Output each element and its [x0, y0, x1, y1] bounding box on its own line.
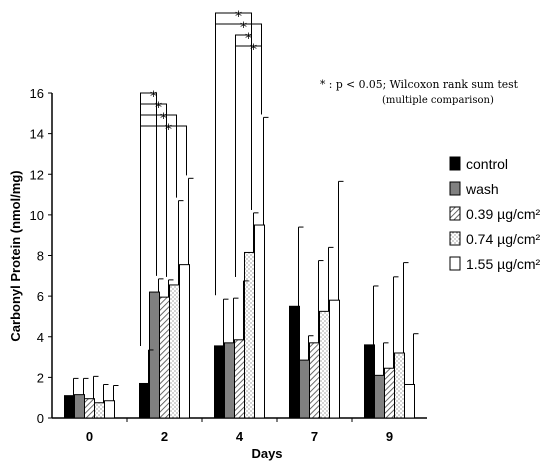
y-tick-label: 0	[37, 411, 44, 426]
y-tick-label: 14	[30, 127, 44, 142]
bar-diagonal-hatch	[159, 296, 170, 419]
bar-solid-gray	[74, 394, 85, 419]
significance-brackets: ********	[140, 9, 262, 346]
significance-star: *	[165, 122, 172, 138]
y-ticks: 0 2 4 6 8 10 12 14 16	[30, 86, 52, 426]
legend-swatch-dotted	[449, 231, 461, 246]
bar-dotted	[94, 402, 105, 419]
bar-white	[179, 264, 190, 419]
y-tick-label: 10	[30, 208, 44, 223]
bar-dotted	[244, 251, 255, 419]
y-tick-label: 2	[37, 370, 44, 385]
bar-solid-black	[64, 395, 75, 419]
bar-white	[104, 400, 115, 419]
bar-solid-gray	[149, 291, 160, 419]
bar-dotted	[169, 284, 180, 419]
legend-label: 0.39 µg/cm²	[466, 206, 541, 222]
legend-label: 0.74 µg/cm²	[466, 231, 541, 247]
significance-star: *	[150, 89, 157, 105]
significance-bracket	[235, 45, 262, 277]
significance-star: *	[240, 20, 247, 36]
bar-solid-gray	[299, 359, 310, 419]
significance-star: *	[235, 9, 242, 25]
y-tick-label: 12	[30, 167, 44, 182]
significance-star: *	[160, 111, 167, 127]
bar-white	[329, 299, 340, 419]
y-axis-title: Carbonyl Protein (nmol/mg)	[8, 170, 23, 341]
x-axis-title: Days	[251, 446, 282, 461]
bar-diagonal-hatch	[84, 398, 95, 419]
legend-swatch-diagonal-hatch	[449, 206, 461, 221]
legend-label: control	[466, 156, 508, 172]
y-tick-label: 16	[30, 86, 44, 101]
bar-solid-black	[364, 344, 375, 419]
x-tick-label: 4	[236, 429, 244, 444]
bar-solid-black	[289, 305, 300, 419]
x-tick-label: 2	[161, 429, 168, 444]
legend-swatch-white	[449, 256, 461, 271]
legend-swatch-solid-black	[449, 156, 461, 171]
bar-diagonal-hatch	[384, 367, 395, 419]
bar-solid-gray	[224, 342, 235, 419]
legend-swatch-solid-gray	[449, 181, 461, 196]
x-ticks: 0 2 4 7 9	[86, 418, 393, 444]
bar-solid-gray	[374, 374, 385, 419]
bar-diagonal-hatch	[234, 339, 245, 419]
bar-dotted	[319, 310, 330, 419]
x-tick-label: 7	[311, 429, 318, 444]
x-tick-label: 0	[86, 429, 93, 444]
bar-solid-black	[214, 345, 225, 419]
bar-diagonal-hatch	[309, 342, 320, 419]
legend: control wash 0.39 µg/cm² 0.74 µg/cm² 1.55 µg…	[449, 156, 541, 272]
annotation-line-2: (multiple comparison)	[382, 95, 494, 106]
y-tick-label: 8	[37, 249, 44, 264]
bar-white	[254, 224, 265, 419]
significance-star: *	[155, 100, 162, 116]
annotation-line-1: * : p < 0.05; Wilcoxon rank sum test	[320, 78, 519, 91]
y-tick-label: 4	[37, 330, 44, 345]
legend-label: wash	[465, 181, 499, 197]
bar-white	[404, 383, 415, 419]
significance-star: *	[250, 42, 257, 58]
significance-star: *	[245, 31, 252, 47]
y-tick-label: 6	[37, 289, 44, 304]
error-bars	[73, 116, 419, 403]
significance-bracket	[235, 34, 252, 277]
bar-dotted	[394, 352, 405, 419]
significance-bracket	[140, 125, 187, 346]
bars	[64, 224, 415, 419]
bar-solid-black	[139, 382, 150, 419]
legend-label: 1.55 µg/cm²	[466, 256, 541, 272]
x-tick-label: 9	[386, 429, 393, 444]
